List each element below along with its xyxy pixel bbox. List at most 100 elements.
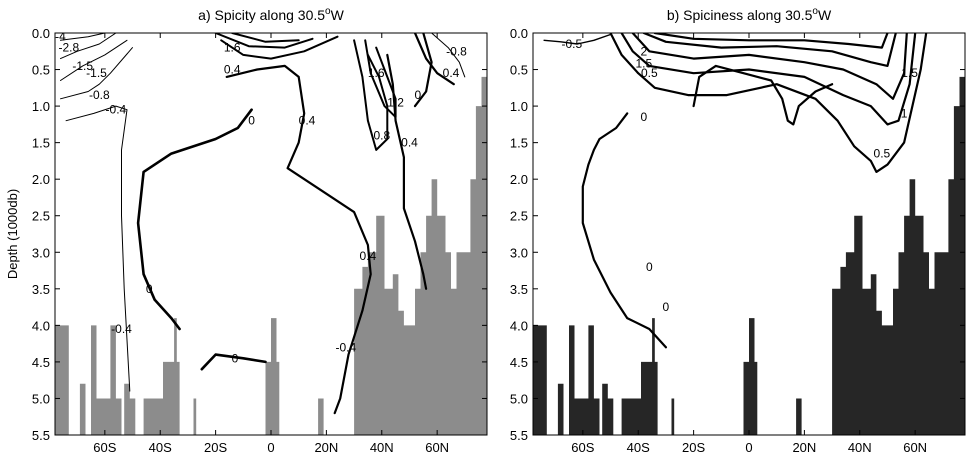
y-tick-label-10: 5.0 (32, 391, 50, 406)
contour-line-11 (60, 39, 128, 81)
chart-title: b) Spiciness along 30.5oW (667, 6, 832, 23)
chart-title-superscript: o (325, 6, 331, 17)
y-tick-label-6: 3.0 (32, 245, 50, 260)
y-tick-label-3: 1.5 (510, 136, 528, 151)
contour-label-6: 0.5 (874, 147, 891, 161)
contour-line-6 (220, 35, 339, 60)
panel-a-spicity: -4-2.8-1.5-1.5-0.8-0.41.60.4 1.6-0.80.401… (5, 6, 488, 455)
y-tick-label-11: 5.5 (32, 428, 50, 443)
x-tick-label-5: 40N (370, 440, 394, 455)
x-tick-label-6: 60N (903, 440, 927, 455)
y-tick-label-4: 2.0 (510, 172, 528, 187)
y-tick-label-6: 3.0 (510, 245, 528, 260)
y-tick-label-8: 4.0 (510, 318, 528, 333)
contour-label-3: -1.5 (86, 66, 107, 80)
contour-label-9: -0.8 (446, 44, 467, 58)
panel-b-spiciness: -0.521.50.5 1.510.50000.00.51.01.52.02.53… (510, 6, 966, 455)
contour-line-0 (543, 33, 612, 45)
y-tick-label-9: 4.5 (32, 355, 50, 370)
y-tick-label-0: 0.0 (32, 26, 50, 41)
contour-label-1: -2.8 (58, 41, 79, 55)
contour-label-2: -1.5 (72, 59, 93, 73)
contour-label-7: 0 (640, 110, 647, 124)
y-tick-label-10: 5.0 (510, 391, 528, 406)
contour-label-8: 1.6 (368, 66, 385, 80)
y-tick-label-11: 5.5 (510, 428, 528, 443)
contour-label-16: 0.4 (299, 114, 316, 128)
contour-line-4 (620, 33, 917, 126)
contour-line-6 (642, 33, 897, 68)
contour-label-10: 0.4 (443, 66, 460, 80)
contour-line-5 (364, 39, 397, 119)
x-tick-label-0: 60S (571, 440, 594, 455)
x-tick-label-3: 0 (267, 440, 274, 455)
contour-line-0 (136, 108, 253, 331)
y-tick-label-8: 4.0 (32, 318, 50, 333)
contour-label-7: 0.4 (224, 63, 241, 77)
contour-label-2: 1.5 (635, 57, 652, 71)
contour-label-8: 0 (646, 260, 653, 274)
contour-line-1 (200, 353, 267, 371)
x-tick-label-4: 20N (314, 440, 338, 455)
contour-label-19: 0 (146, 282, 153, 296)
y-tick-label-5: 2.5 (510, 209, 528, 224)
x-tick-label-2: 20S (204, 440, 227, 455)
y-tick-label-4: 2.0 (32, 172, 50, 187)
x-tick-label-3: 0 (745, 440, 752, 455)
contour-line-2 (581, 112, 668, 349)
x-tick-label-2: 20S (682, 440, 705, 455)
x-tick-label-0: 60S (93, 440, 116, 455)
y-tick-label-2: 1.0 (510, 99, 528, 114)
contour-label-17: 0.4 (360, 249, 377, 263)
contour-label-0: -4 (55, 30, 66, 44)
contour-line-12 (60, 33, 117, 60)
chart-title-superscript: o (812, 6, 818, 17)
contour-line-7 (653, 33, 889, 49)
y-tick-label-5: 2.5 (32, 209, 50, 224)
contour-label-11: 0 (414, 88, 421, 102)
contour-label-13: 0.8 (373, 128, 390, 142)
x-tick-label-4: 20N (792, 440, 816, 455)
y-tick-label-1: 0.5 (32, 63, 50, 78)
chart-title: a) Spicity along 30.5oW (198, 6, 344, 23)
contour-line-5 (631, 33, 908, 100)
contour-label-20: 0 (232, 351, 239, 365)
y-tick-label-0: 0.0 (510, 26, 528, 41)
chart-title-main: a) Spicity along 30.5 (198, 7, 325, 23)
contour-line-4 (353, 39, 389, 151)
contour-line-7 (214, 33, 314, 49)
contour-label-14: 0.4 (401, 136, 418, 150)
topography (533, 76, 965, 435)
contour-line-9 (65, 105, 131, 392)
contour-line-1 (692, 64, 834, 126)
contour-line-13 (60, 33, 106, 41)
y-tick-label-7: 3.5 (32, 282, 50, 297)
contour-label-18: -0.4 (111, 322, 132, 336)
contour-label-4: 1.5 (901, 66, 918, 80)
contour-line-15 (413, 33, 433, 108)
plot-area: -4-2.8-1.5-1.5-0.8-0.41.60.4 1.6-0.80.401… (55, 30, 487, 435)
contour-label-5: 1 (901, 106, 908, 120)
contour-label-4: -0.8 (89, 88, 110, 102)
contour-label-21: -0.4 (335, 340, 356, 354)
chart-title-main: b) Spiciness along 30.5 (667, 7, 813, 23)
contour-line-2 (225, 64, 372, 415)
contour-line-10 (60, 47, 133, 100)
x-tick-label-6: 60N (425, 440, 449, 455)
contour-line-16 (413, 33, 455, 86)
contour-label-1: 2 (640, 44, 647, 58)
y-tick-label-9: 4.5 (510, 355, 528, 370)
chart-title-tail: W (331, 7, 345, 23)
contour-label-3: 0.5 (641, 66, 658, 80)
topography (55, 76, 487, 435)
contour-label-12: 1.2 (387, 95, 404, 109)
y-tick-label-7: 3.5 (510, 282, 528, 297)
y-tick-label-3: 1.5 (32, 136, 50, 151)
contour-label-0: -0.5 (561, 37, 582, 51)
y-tick-label-2: 1.0 (32, 99, 50, 114)
contour-line-8 (231, 33, 300, 43)
x-tick-label-5: 40N (848, 440, 872, 455)
contour-label-15: 0 (248, 114, 255, 128)
